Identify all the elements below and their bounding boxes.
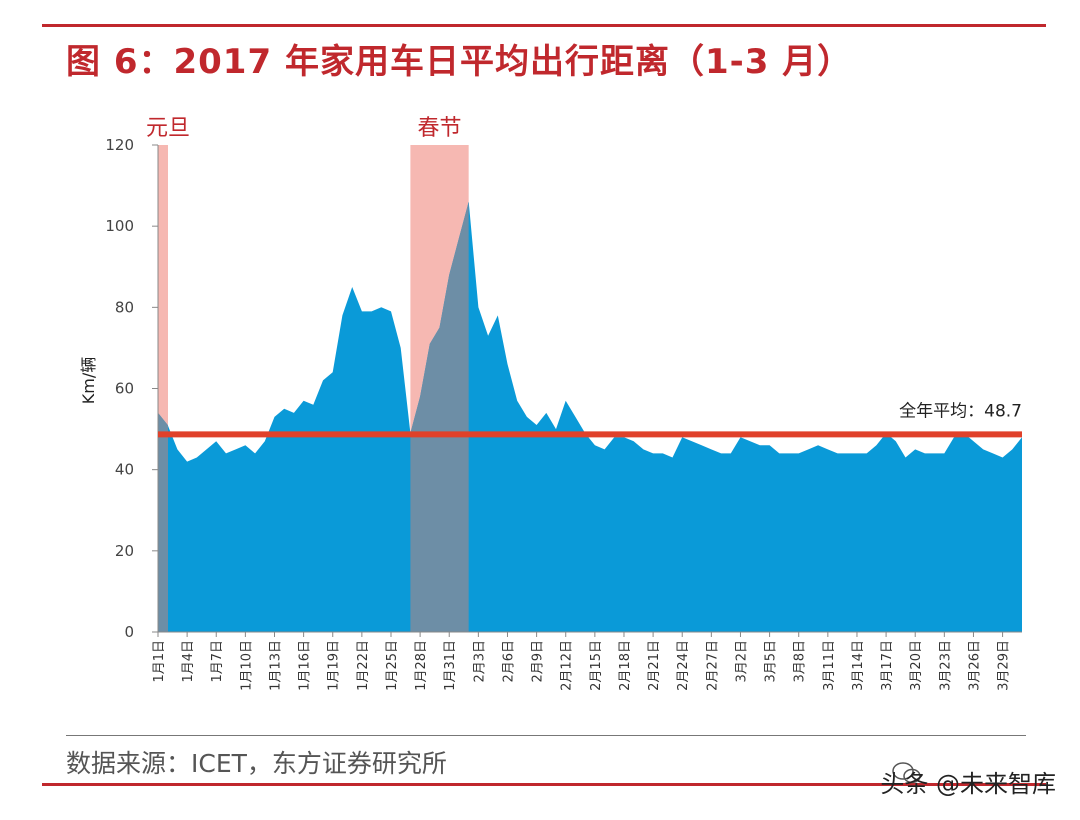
wechat-icon xyxy=(892,762,921,784)
x-tick-label: 3月8日 xyxy=(793,640,808,683)
x-tick-label: 3月14日 xyxy=(851,640,866,691)
average-value: 48.7 xyxy=(984,401,1022,421)
source-divider xyxy=(66,735,1026,736)
x-tick-label: 3月17日 xyxy=(880,640,895,691)
holiday-overlap-area xyxy=(158,412,168,632)
y-tick-label: 80 xyxy=(115,298,134,316)
x-tick-label: 2月21日 xyxy=(647,640,662,691)
x-tick-label: 3月23日 xyxy=(938,640,953,691)
y-tick-label: 100 xyxy=(105,217,134,235)
x-tick-label: 1月31日 xyxy=(443,640,458,691)
x-tick-label: 1月1日 xyxy=(152,640,167,683)
x-tick-label: 2月6日 xyxy=(501,640,516,683)
figure-title: 图 6：2017 年家用车日平均出行距离（1-3 月） xyxy=(66,42,853,82)
holiday-band xyxy=(158,145,168,632)
top-rule xyxy=(42,24,1046,27)
bottom-rule xyxy=(42,783,1046,786)
x-tick-label: 1月7日 xyxy=(210,640,225,683)
x-tick-label: 2月15日 xyxy=(589,640,604,691)
holiday-band-label: 春节 xyxy=(418,116,462,141)
x-tick-label: 3月29日 xyxy=(997,640,1012,691)
y-tick-label: 0 xyxy=(124,623,134,641)
y-tick-label: 120 xyxy=(105,136,134,154)
y-tick-label: 60 xyxy=(115,380,134,398)
x-tick-label: 2月9日 xyxy=(531,640,546,683)
x-tick-label: 1月25日 xyxy=(385,640,400,691)
x-tick-label: 1月13日 xyxy=(268,640,283,691)
chart: 元旦 春节 0 20 40 60 80 100 120 Km/辆 1月1日 1月4日 1月7日 1月10日… xyxy=(79,116,1022,691)
x-tick-label: 2月24日 xyxy=(676,640,691,691)
y-tick-label: 40 xyxy=(115,461,134,479)
y-tick-label: 20 xyxy=(115,542,134,560)
x-tick-label: 1月19日 xyxy=(327,640,342,691)
x-tick-label: 1月10日 xyxy=(239,640,254,691)
x-tick-label: 3月5日 xyxy=(764,640,779,683)
x-tick-label: 2月3日 xyxy=(472,640,487,683)
x-tick-label: 2月12日 xyxy=(560,640,575,691)
average-label: 全年平均：48.7 xyxy=(899,401,1022,421)
x-tick-label: 3月11日 xyxy=(822,640,837,691)
x-tick-label: 3月26日 xyxy=(967,640,982,691)
source-note: 数据来源：ICET，东方证券研究所 xyxy=(66,749,447,778)
x-tick-label: 3月2日 xyxy=(734,640,749,683)
x-tick-label: 3月20日 xyxy=(909,640,924,691)
holiday-overlap-area xyxy=(410,201,469,632)
x-tick-label: 1月4日 xyxy=(181,640,196,683)
holiday-band-label: 元旦 xyxy=(146,116,190,141)
x-tick-label: 1月28日 xyxy=(414,640,429,691)
watermark: 头条 @未来智库 xyxy=(880,770,1056,798)
x-tick-label: 1月22日 xyxy=(356,640,371,691)
average-label-text: 全年平均： xyxy=(899,401,984,421)
x-tick-label: 2月27日 xyxy=(705,640,720,691)
x-tick-label: 2月18日 xyxy=(618,640,633,691)
y-axis-label: Km/辆 xyxy=(79,357,98,404)
distance-area-series xyxy=(158,201,1022,633)
x-tick-label: 1月16日 xyxy=(298,640,313,691)
